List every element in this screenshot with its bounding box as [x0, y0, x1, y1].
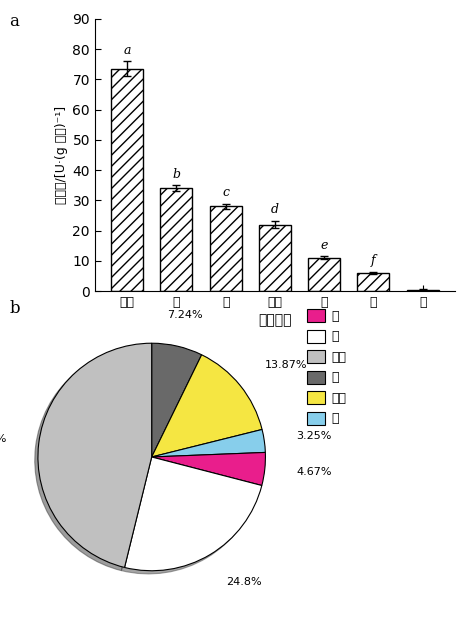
Bar — [407, 290, 438, 291]
Text: 13.87%: 13.87% — [265, 361, 308, 371]
Wedge shape — [152, 355, 262, 457]
Text: c: c — [222, 187, 229, 200]
Wedge shape — [152, 343, 201, 457]
Wedge shape — [125, 457, 262, 571]
Text: a: a — [123, 44, 131, 56]
Wedge shape — [152, 429, 265, 457]
Text: e: e — [320, 239, 328, 252]
Text: 4.67%: 4.67% — [296, 468, 332, 478]
Text: 24.8%: 24.8% — [226, 577, 262, 587]
Bar — [308, 258, 340, 291]
Y-axis label: 比活力/[U·(g 原料)⁻¹]: 比活力/[U·(g 原料)⁻¹] — [55, 106, 68, 204]
Text: a: a — [9, 13, 19, 29]
Legend: 肠, 胃, 肝脏, 壳, 头壳, 尾: 肠, 胃, 肝脏, 壳, 头壳, 尾 — [305, 307, 348, 428]
Text: 46.16%: 46.16% — [0, 434, 7, 444]
Wedge shape — [152, 453, 265, 486]
Bar — [210, 207, 242, 291]
Bar — [259, 225, 291, 291]
Text: 7.24%: 7.24% — [167, 310, 202, 320]
Bar — [160, 188, 192, 291]
X-axis label: 组织部位: 组织部位 — [258, 313, 292, 327]
Text: 3.25%: 3.25% — [296, 431, 331, 441]
Wedge shape — [38, 343, 152, 567]
Text: b: b — [9, 300, 20, 317]
Text: f: f — [371, 254, 376, 267]
Text: d: d — [271, 203, 279, 217]
Text: b: b — [173, 168, 181, 181]
Bar — [111, 69, 143, 291]
Bar — [357, 273, 390, 291]
